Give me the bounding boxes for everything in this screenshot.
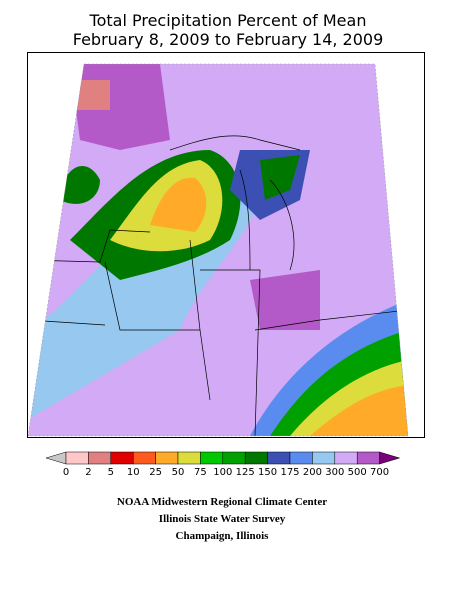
legend-swatch [312, 451, 336, 465]
legend-label: 5 [108, 467, 114, 478]
legend-label: 10 [127, 467, 140, 478]
legend-over [379, 451, 401, 465]
footer-line: NOAA Midwestern Regional Climate Center [117, 496, 327, 508]
legend-swatch [289, 451, 313, 465]
legend-swatch [244, 451, 268, 465]
legend-swatch [132, 451, 156, 465]
legend-label: 150 [258, 467, 277, 478]
legend-swatch [334, 451, 358, 465]
legend-label: 50 [172, 467, 185, 478]
legend-label: 300 [325, 467, 344, 478]
legend-swatch [88, 451, 112, 465]
legend-swatch [110, 451, 134, 465]
footer-line: Illinois State Water Survey [159, 513, 286, 525]
color-legend: 0 2 5 10 25 50 75 100 125 150 175 200 300 500 700 [45, 451, 401, 478]
title-line: February 8, 2009 to February 14, 2009 [73, 30, 384, 49]
legend-swatch [65, 451, 89, 465]
legend-under [45, 451, 67, 465]
footer-line: Champaign, Illinois [176, 530, 270, 542]
legend-label: 100 [213, 467, 232, 478]
legend-swatch [267, 451, 291, 465]
legend-label: 2 [85, 467, 91, 478]
legend-label: 125 [236, 467, 255, 478]
legend-swatch [200, 451, 224, 465]
title-line: Total Precipitation Percent of Mean [89, 11, 367, 30]
map [27, 52, 425, 438]
legend-swatch [177, 451, 201, 465]
legend-label: 500 [348, 467, 367, 478]
legend-label: 25 [149, 467, 162, 478]
legend-swatch [155, 451, 179, 465]
legend-label: 0 [63, 467, 69, 478]
legend-swatch [222, 451, 246, 465]
legend-label: 75 [194, 467, 207, 478]
legend-label: 200 [303, 467, 322, 478]
legend-label: 175 [280, 467, 299, 478]
legend-swatch [356, 451, 380, 465]
legend-label: 700 [370, 467, 389, 478]
